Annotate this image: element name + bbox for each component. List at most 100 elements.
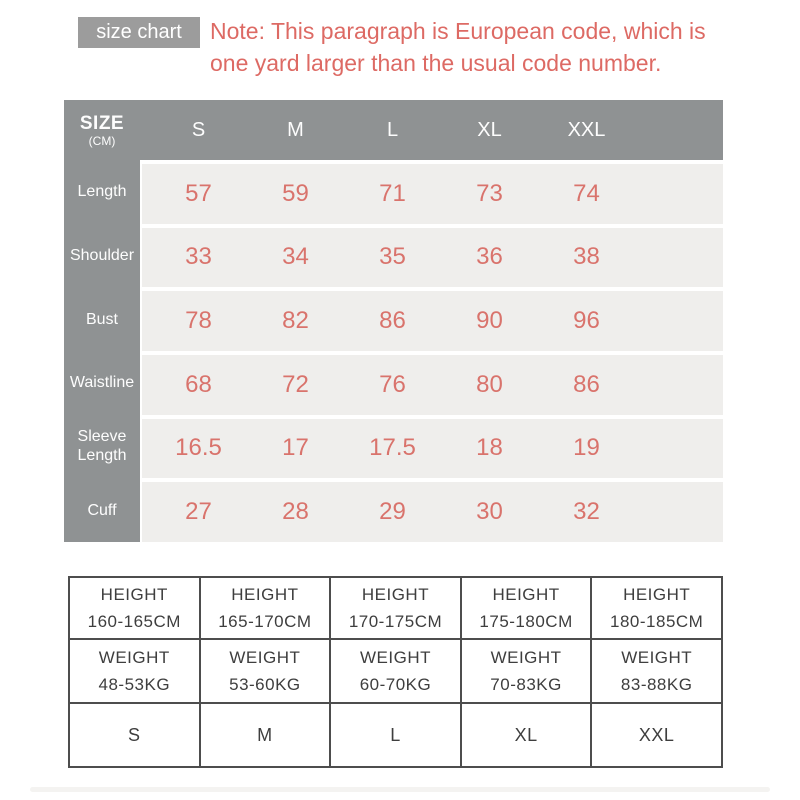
fit-row-weight: WEIGHT 48-53KG WEIGHT 53-60KG WEIGHT 60-… (68, 638, 723, 704)
fit-cell-value: 70-83KG (490, 675, 562, 694)
row-label-sleeve-length: Sleeve Length (64, 414, 140, 479)
cell-value: 34 (282, 243, 309, 271)
row-label-cuff: Cuff (64, 478, 140, 542)
cell-value: 27 (185, 498, 212, 526)
cell-value: 72 (282, 370, 309, 398)
fit-cell-size-l: L (329, 702, 462, 768)
row-label-shoulder: Shoulder (64, 223, 140, 288)
note-line-1: Note: This paragraph is European code, w… (210, 18, 706, 44)
cell-value: 86 (379, 307, 406, 335)
size-table-header-row: SIZE (CM) S M L XL XXL (64, 100, 723, 160)
column-header-s: S (191, 118, 206, 141)
fit-cell-label: HEIGHT (100, 585, 168, 604)
cell-value: 74 (573, 179, 600, 207)
bottom-divider (30, 787, 770, 792)
fit-cell-value: 160-165CM (87, 612, 181, 631)
size-chart-badge: size chart (78, 17, 200, 48)
fit-cell-value: 175-180CM (479, 612, 573, 631)
row-values: 16.5 17 17.5 18 19 (142, 418, 723, 479)
size-table: SIZE (CM) S M L XL XXL Length 57 59 71 7… (64, 100, 723, 542)
fit-row-size: S M L XL XXL (68, 702, 723, 768)
cell-value: 29 (379, 498, 406, 526)
column-header-m: M (287, 118, 304, 141)
cell-value: 80 (476, 370, 503, 398)
cell-value: 82 (282, 307, 309, 335)
fit-cell-height-s: HEIGHT 160-165CM (68, 576, 201, 640)
table-row-cuff: Cuff 27 28 29 30 32 (64, 478, 723, 542)
table-row-bust: Bust 78 82 86 90 96 (64, 287, 723, 351)
cell-value: 32 (573, 498, 600, 526)
fit-cell-value: 180-185CM (610, 612, 704, 631)
cell-value: 35 (379, 243, 406, 271)
cell-value: 86 (573, 370, 600, 398)
row-values: 33 34 35 36 38 (142, 227, 723, 288)
table-row-shoulder: Shoulder 33 34 35 36 38 (64, 223, 723, 288)
table-row-waistline: Waistline 68 72 76 80 86 (64, 350, 723, 415)
cell-value: 71 (379, 179, 406, 207)
cell-value: 68 (185, 370, 212, 398)
fit-cell-weight-s: WEIGHT 48-53KG (68, 638, 201, 704)
table-row-length: Length 57 59 71 73 74 (64, 160, 723, 224)
fit-cell-label: WEIGHT (229, 648, 301, 667)
column-header-xl: XL (477, 118, 502, 141)
cell-value: 18 (476, 434, 503, 462)
size-table-corner-cell: SIZE (CM) (64, 100, 140, 160)
note-line-2: one yard larger than the usual code numb… (210, 50, 662, 76)
fit-cell-height-xxl: HEIGHT 180-185CM (590, 576, 723, 640)
row-values: 78 82 86 90 96 (142, 291, 723, 351)
cell-value: 38 (573, 243, 600, 271)
fit-cell-label: WEIGHT (98, 648, 170, 667)
cell-value: 17 (282, 434, 309, 462)
cell-value: 90 (476, 307, 503, 335)
column-header-xxl: XXL (567, 118, 606, 141)
cell-value: 96 (573, 307, 600, 335)
cell-value: 59 (282, 179, 309, 207)
fit-cell-value: 170-175CM (348, 612, 443, 631)
fit-cell-size-xxl: XXL (590, 702, 723, 768)
fit-cell-weight-xl: WEIGHT 70-83KG (459, 638, 593, 704)
row-values: 68 72 76 80 86 (142, 354, 723, 415)
cell-value: 78 (185, 307, 212, 335)
fit-cell-weight-xxl: WEIGHT 83-88KG (590, 638, 723, 704)
fit-cell-label: WEIGHT (621, 648, 693, 667)
fit-cell-value: 53-60KG (229, 675, 301, 694)
fit-cell-value: 165-170CM (218, 612, 312, 631)
fit-cell-weight-m: WEIGHT 53-60KG (198, 638, 332, 704)
cell-value: 36 (476, 243, 503, 271)
fit-cell-height-m: HEIGHT 165-170CM (198, 576, 332, 640)
row-label-waistline: Waistline (64, 350, 140, 415)
cell-value: 30 (476, 498, 503, 526)
row-values: 57 59 71 73 74 (142, 164, 723, 224)
fit-cell-height-xl: HEIGHT 175-180CM (459, 576, 593, 640)
row-label-bust: Bust (64, 287, 140, 351)
row-label-length: Length (64, 160, 140, 224)
fit-cell-height-l: HEIGHT 170-175CM (329, 576, 462, 640)
fit-cell-weight-l: WEIGHT 60-70KG (329, 638, 462, 704)
cell-value: 28 (282, 498, 309, 526)
cell-value: 33 (185, 243, 212, 271)
fit-table: HEIGHT 160-165CM HEIGHT 165-170CM HEIGHT… (68, 576, 723, 768)
corner-unit: (CM) (88, 133, 116, 148)
cell-value: 76 (379, 370, 406, 398)
cell-value: 57 (185, 179, 212, 207)
corner-title: SIZE (79, 112, 125, 134)
fit-cell-label: HEIGHT (492, 585, 560, 604)
cell-value: 19 (573, 434, 600, 462)
column-header-l: L (386, 118, 399, 141)
cell-value: 17.5 (369, 434, 416, 462)
fit-cell-label: HEIGHT (231, 585, 299, 604)
cell-value: 73 (476, 179, 503, 207)
fit-cell-value: 48-53KG (98, 675, 171, 694)
row-values: 27 28 29 30 32 (142, 482, 723, 542)
size-column-headers: S M L XL XXL (140, 100, 635, 160)
fit-cell-value: 60-70KG (359, 675, 432, 694)
fit-row-height: HEIGHT 160-165CM HEIGHT 165-170CM HEIGHT… (68, 576, 723, 640)
fit-cell-size-m: M (198, 702, 332, 768)
fit-cell-size-xl: XL (459, 702, 593, 768)
fit-cell-label: WEIGHT (359, 648, 431, 667)
note-text: Note: This paragraph is European code, w… (210, 15, 706, 79)
fit-cell-label: WEIGHT (490, 648, 562, 667)
cell-value: 16.5 (175, 434, 222, 462)
table-row-sleeve-length: Sleeve Length 16.5 17 17.5 18 19 (64, 414, 723, 479)
fit-cell-label: HEIGHT (623, 585, 691, 604)
